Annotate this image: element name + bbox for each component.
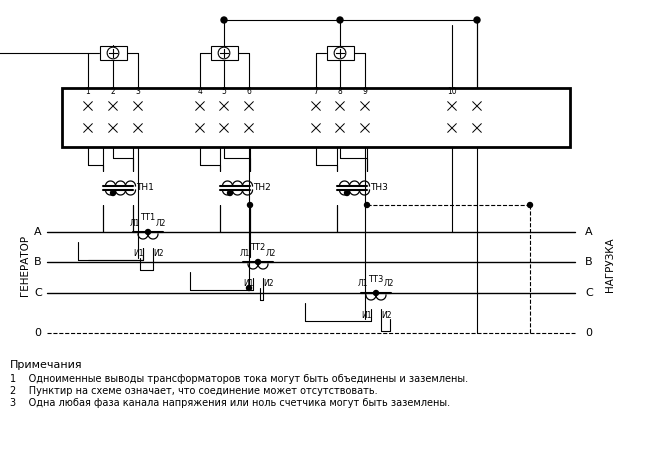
Text: Л1: Л1 bbox=[130, 219, 140, 228]
Text: 10: 10 bbox=[447, 87, 457, 96]
Circle shape bbox=[256, 260, 261, 264]
Text: И1: И1 bbox=[362, 311, 372, 320]
Text: Л2: Л2 bbox=[384, 279, 394, 288]
Text: ТТ3: ТТ3 bbox=[368, 275, 384, 284]
Circle shape bbox=[337, 17, 343, 23]
Text: И2: И2 bbox=[382, 311, 392, 320]
Circle shape bbox=[373, 290, 378, 295]
Bar bbox=[210, 46, 237, 60]
Text: ГЕНЕРАТОР: ГЕНЕРАТОР bbox=[20, 235, 30, 295]
Text: C: C bbox=[585, 288, 593, 298]
Text: A: A bbox=[585, 227, 593, 237]
Text: 8: 8 bbox=[338, 87, 342, 96]
Text: И1: И1 bbox=[134, 250, 144, 259]
Text: Л2: Л2 bbox=[156, 219, 166, 228]
Text: 4: 4 bbox=[197, 87, 203, 96]
Text: ТН3: ТН3 bbox=[370, 184, 388, 193]
Circle shape bbox=[527, 202, 532, 208]
Text: 7: 7 bbox=[314, 87, 318, 96]
Text: Л1: Л1 bbox=[358, 279, 368, 288]
Bar bbox=[100, 46, 127, 60]
Text: 9: 9 bbox=[362, 87, 367, 96]
Text: ТТ2: ТТ2 bbox=[250, 244, 266, 253]
Text: Л2: Л2 bbox=[266, 248, 276, 258]
Text: ТТ1: ТТ1 bbox=[140, 213, 156, 222]
Bar bbox=[62, 88, 570, 147]
Text: И2: И2 bbox=[154, 250, 164, 259]
Bar bbox=[327, 46, 353, 60]
Circle shape bbox=[344, 191, 349, 195]
Text: Л1: Л1 bbox=[240, 248, 250, 258]
Text: 6: 6 bbox=[247, 87, 252, 96]
Text: 2: 2 bbox=[111, 87, 115, 96]
Text: НАГРУЗКА: НАГРУЗКА bbox=[605, 238, 615, 292]
Text: ТН1: ТН1 bbox=[136, 184, 154, 193]
Text: ТН2: ТН2 bbox=[253, 184, 270, 193]
Circle shape bbox=[364, 202, 369, 208]
Text: Примечания: Примечания bbox=[10, 360, 83, 370]
Text: 1    Одноименные выводы трансформаторов тока могут быть объединены и заземлены.: 1 Одноименные выводы трансформаторов ток… bbox=[10, 374, 468, 384]
Text: 1: 1 bbox=[85, 87, 91, 96]
Circle shape bbox=[248, 202, 252, 208]
Circle shape bbox=[474, 17, 480, 23]
Text: B: B bbox=[585, 257, 593, 267]
Text: 5: 5 bbox=[221, 87, 226, 96]
Circle shape bbox=[111, 191, 116, 195]
Circle shape bbox=[146, 229, 151, 235]
Text: И1: И1 bbox=[244, 279, 254, 288]
Text: B: B bbox=[34, 257, 42, 267]
Text: 3    Одна любая фаза канала напряжения или ноль счетчика могут быть заземлены.: 3 Одна любая фаза канала напряжения или … bbox=[10, 398, 450, 408]
Text: A: A bbox=[34, 227, 42, 237]
Text: 0: 0 bbox=[34, 328, 41, 338]
Text: C: C bbox=[34, 288, 42, 298]
Text: 2    Пунктир на схеме означает, что соединение может отсутствовать.: 2 Пунктир на схеме означает, что соедине… bbox=[10, 386, 378, 396]
Circle shape bbox=[247, 286, 252, 290]
Text: 3: 3 bbox=[136, 87, 140, 96]
Text: 0: 0 bbox=[585, 328, 592, 338]
Circle shape bbox=[228, 191, 232, 195]
Text: И2: И2 bbox=[264, 279, 274, 288]
Circle shape bbox=[221, 17, 227, 23]
